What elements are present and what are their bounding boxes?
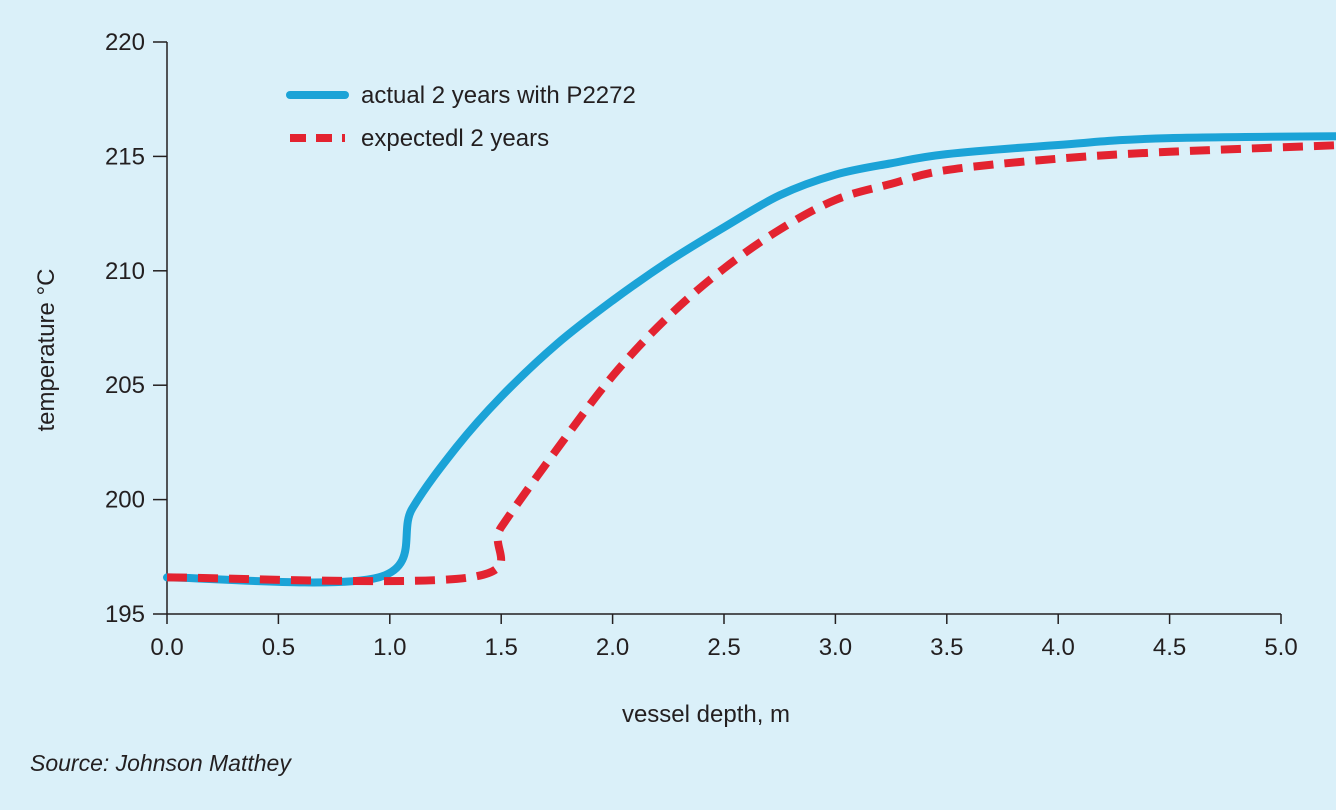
x-tick-label: 5.0 (1264, 634, 1297, 661)
x-axis-title: vessel depth, m (622, 701, 790, 728)
x-tick-label: 2.5 (707, 634, 740, 661)
legend-label-2: expectedl 2 years (361, 125, 549, 152)
tick-labels: 0.0 0.5 1.0 1.5 2.0 2.5 3.0 3.5 4.0 4.5 5.0 195 200 2… (105, 29, 1298, 661)
x-tick-label: 4.0 (1042, 634, 1075, 661)
x-tick-label: 4.5 (1153, 634, 1186, 661)
y-tick-label: 195 (105, 601, 145, 628)
x-tick-label: 3.0 (819, 634, 852, 661)
series-line-1 (163, 132, 1336, 587)
series-line-2 (166, 141, 1336, 586)
x-tick-label: 0.0 (150, 634, 183, 661)
tick-marks (153, 41, 1282, 624)
y-tick-label: 215 (105, 143, 145, 170)
axes (166, 42, 1281, 615)
x-tick-label: 0.5 (262, 634, 295, 661)
source-note: Source: Johnson Matthey (30, 750, 291, 776)
x-tick-label: 2.0 (596, 634, 629, 661)
legend: actual 2 years with P2272 expectedl 2 yea… (286, 82, 636, 152)
y-axis-title: temperature °C (33, 269, 60, 432)
x-tick-label: 1.0 (373, 634, 406, 661)
x-tick-label: 3.5 (930, 634, 963, 661)
series-lines (163, 132, 1336, 587)
y-tick-label: 205 (105, 372, 145, 399)
y-tick-label: 220 (105, 29, 145, 56)
x-tick-label: 1.5 (485, 634, 518, 661)
y-tick-label: 210 (105, 258, 145, 285)
line-chart: 0.0 0.5 1.0 1.5 2.0 2.5 3.0 3.5 4.0 4.5 5.0 195 200 2… (33, 29, 1336, 728)
legend-label-1: actual 2 years with P2272 (361, 82, 636, 109)
y-tick-label: 200 (105, 487, 145, 514)
